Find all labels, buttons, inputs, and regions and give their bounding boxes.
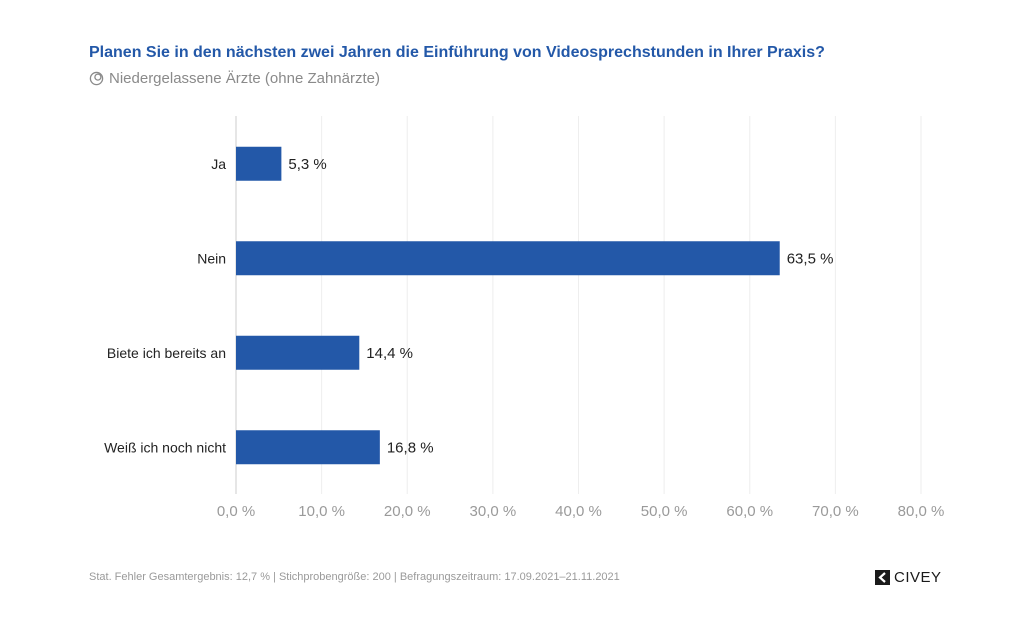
value-label: 14,4 % — [366, 345, 413, 362]
bar — [236, 146, 282, 181]
value-label: 63,5 % — [787, 250, 834, 267]
x-tick-label: 20,0 % — [384, 503, 431, 520]
category-label: Weiß ich noch nicht — [104, 439, 226, 455]
x-tick-label: 30,0 % — [470, 503, 517, 520]
x-tick-label: 50,0 % — [641, 503, 688, 520]
chart-title: Planen Sie in den nächsten zwei Jahren d… — [89, 44, 825, 61]
category-label: Biete ich bereits an — [107, 345, 226, 361]
subtitle-text: Niedergelassene Ärzte (ohne Zahnärzte) — [109, 70, 380, 87]
value-label: 5,3 % — [288, 156, 326, 173]
x-tick-label: 60,0 % — [726, 503, 773, 520]
x-tick-label: 0,0 % — [217, 503, 255, 520]
civey-logo: CIVEY — [875, 569, 942, 586]
x-tick-label: 40,0 % — [555, 503, 602, 520]
x-tick-label: 70,0 % — [812, 503, 859, 520]
x-tick-label: 80,0 % — [898, 503, 945, 520]
category-label: Nein — [197, 250, 226, 266]
gridlines — [235, 116, 922, 494]
value-label: 16,8 % — [387, 439, 434, 456]
category-label: Ja — [211, 156, 226, 172]
footer-note: Stat. Fehler Gesamtergebnis: 12,7 % | St… — [89, 571, 620, 583]
x-tick-label: 10,0 % — [298, 503, 345, 520]
civey-logo-icon — [875, 570, 890, 585]
chart-subtitle: Niedergelassene Ärzte (ohne Zahnärzte) — [89, 70, 380, 87]
bar — [236, 430, 380, 465]
group-icon — [89, 71, 104, 86]
bar — [236, 335, 360, 370]
labels: 0,0 % 10,0 % 20,0 % 30,0 % 40,0 % 50,0 % 60,0 … — [104, 156, 944, 520]
bars — [236, 146, 780, 465]
bar — [236, 241, 780, 276]
civey-logo-text: CIVEY — [894, 569, 942, 586]
